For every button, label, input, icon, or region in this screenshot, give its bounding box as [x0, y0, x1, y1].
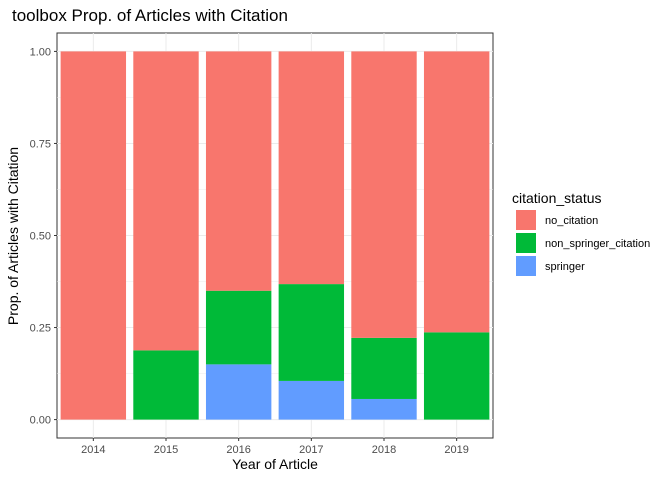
bar-springer-2017 [278, 380, 345, 420]
bar-no_citation-2019 [423, 51, 490, 333]
x-tick-label: 2019 [444, 444, 468, 456]
x-tick-label: 2015 [154, 444, 178, 456]
y-tick-label: 1.00 [30, 46, 51, 58]
legend-label-no_citation: no_citation [545, 215, 598, 227]
bar-springer-2018 [351, 398, 417, 420]
x-tick-label: 2014 [81, 444, 105, 456]
bar-non_springer_citation-2019 [423, 332, 490, 420]
x-axis: 2014 2015 2016 2017 2018 2019 [81, 438, 469, 456]
bars [60, 51, 490, 420]
bar-no_citation-2014 [60, 51, 127, 420]
legend-key-springer [516, 256, 536, 276]
legend-label-springer: springer [545, 261, 585, 273]
bar-non_springer_citation-2016 [205, 290, 272, 365]
x-tick-label: 2018 [372, 444, 396, 456]
legend: citation_status no_citation non_springer_… [512, 190, 650, 276]
bar-springer-2016 [205, 364, 272, 420]
x-axis-title: Year of Article [232, 456, 318, 472]
x-tick-label: 2017 [299, 444, 323, 456]
bar-no_citation-2015 [133, 51, 199, 351]
y-tick-label: 0.00 [30, 415, 51, 427]
bar-no_citation-2016 [205, 51, 272, 291]
bar-no_citation-2017 [278, 51, 345, 285]
bar-non_springer_citation-2017 [278, 284, 345, 381]
legend-label-non_springer_citation: non_springer_citation [545, 238, 650, 250]
y-axis-title: Prop. of Articles with Citation [5, 147, 21, 325]
y-axis: 0.00 0.25 0.50 0.75 1.00 [30, 46, 57, 427]
x-tick-label: 2016 [226, 444, 250, 456]
y-tick-label: 0.50 [30, 231, 51, 243]
y-tick-label: 0.25 [30, 323, 51, 335]
chart-title: toolbox Prop. of Articles with Citation [12, 6, 288, 25]
y-tick-label: 0.75 [30, 138, 51, 150]
legend-key-non_springer_citation [516, 233, 536, 253]
bar-no_citation-2018 [351, 51, 417, 338]
bar-non_springer_citation-2015 [133, 350, 199, 420]
legend-key-no_citation [516, 210, 536, 230]
legend-title: citation_status [512, 190, 602, 206]
bar-non_springer_citation-2018 [351, 337, 417, 399]
